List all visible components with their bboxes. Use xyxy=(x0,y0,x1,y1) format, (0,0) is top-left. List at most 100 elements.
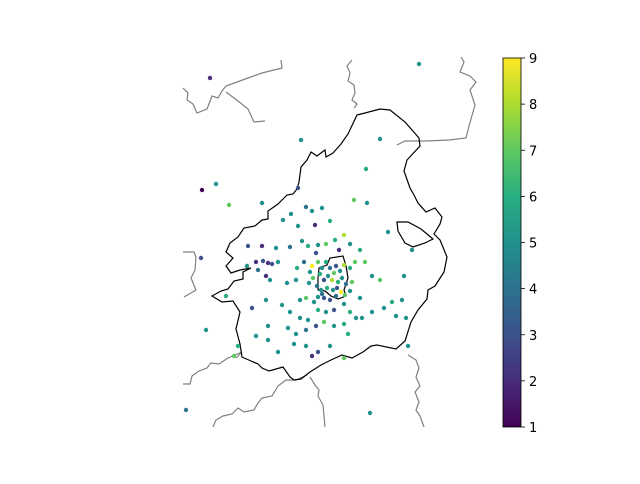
data-point xyxy=(362,259,368,265)
boundary-northeast xyxy=(396,56,477,146)
data-point xyxy=(347,309,353,315)
data-point xyxy=(318,287,324,293)
data-point xyxy=(403,315,409,321)
data-point xyxy=(335,279,341,285)
boundary-south-west xyxy=(212,374,308,428)
data-point xyxy=(338,289,344,295)
data-point xyxy=(329,277,335,283)
boundary-south-east xyxy=(407,354,425,428)
data-point xyxy=(337,268,343,274)
boundary-north-west-branch xyxy=(225,91,266,123)
colorbar-tick-label: 2 xyxy=(529,375,537,390)
data-point xyxy=(265,260,271,266)
colorbar-tick-label: 9 xyxy=(529,52,537,67)
metro-boundary xyxy=(210,108,448,381)
data-point xyxy=(244,263,250,269)
data-point xyxy=(369,309,375,315)
data-point xyxy=(332,237,338,243)
boundary-northwest xyxy=(182,59,283,114)
data-point xyxy=(223,293,229,299)
data-point xyxy=(324,285,330,291)
data-point xyxy=(393,313,399,319)
colorbar-tick-label: 3 xyxy=(529,329,537,344)
data-point xyxy=(263,297,269,303)
data-point xyxy=(213,181,219,187)
colorbar-tick-label: 8 xyxy=(529,98,537,113)
data-point xyxy=(331,270,337,276)
data-point xyxy=(342,292,348,298)
data-point xyxy=(339,275,345,281)
data-point xyxy=(377,277,383,283)
data-point xyxy=(315,242,321,248)
data-point xyxy=(343,281,349,287)
outer-boundaries xyxy=(182,56,477,428)
colorbar-ticks: 1 2 3 4 5 6 7 8 9 xyxy=(521,52,537,436)
data-point xyxy=(275,259,281,265)
data-point xyxy=(294,265,300,271)
data-point xyxy=(245,243,251,249)
data-point xyxy=(253,333,259,339)
data-point xyxy=(279,302,285,308)
data-point xyxy=(377,136,383,142)
scatter-points xyxy=(183,61,422,416)
data-point xyxy=(333,293,339,299)
data-point xyxy=(347,265,353,271)
data-point xyxy=(295,185,301,191)
data-point xyxy=(314,283,320,289)
data-point xyxy=(369,273,375,279)
data-point xyxy=(323,259,329,265)
data-point xyxy=(263,273,269,279)
data-point xyxy=(305,243,311,249)
data-point xyxy=(327,297,333,303)
data-point xyxy=(299,238,305,244)
data-point xyxy=(287,244,293,250)
data-point xyxy=(352,259,358,265)
data-point xyxy=(345,331,351,337)
data-point xyxy=(357,295,363,301)
data-point xyxy=(309,208,315,214)
colorbar-tick-label: 5 xyxy=(529,237,537,252)
data-point xyxy=(291,341,297,347)
data-point xyxy=(331,307,337,313)
data-point xyxy=(311,299,317,305)
boundary-north-center xyxy=(346,59,358,109)
data-point xyxy=(327,343,333,349)
data-point xyxy=(273,245,279,251)
data-point xyxy=(203,327,209,333)
data-point xyxy=(287,309,293,315)
data-point xyxy=(253,259,259,265)
data-point xyxy=(295,223,301,229)
data-point xyxy=(269,261,275,267)
data-point xyxy=(310,275,316,281)
data-point xyxy=(259,200,265,206)
data-point xyxy=(325,273,331,279)
data-point xyxy=(363,166,369,172)
data-point xyxy=(319,291,325,297)
boundary-west-upper xyxy=(183,251,197,298)
data-point xyxy=(347,241,353,247)
data-point xyxy=(416,61,422,67)
data-point xyxy=(333,263,339,269)
colorbar-tick-label: 7 xyxy=(529,144,537,159)
data-point xyxy=(298,137,304,143)
data-point xyxy=(321,319,327,325)
data-point xyxy=(303,295,309,301)
data-point xyxy=(307,269,313,275)
data-point xyxy=(199,187,205,193)
data-point xyxy=(353,315,359,321)
data-point xyxy=(259,243,265,249)
data-point xyxy=(334,285,340,291)
data-point xyxy=(293,277,299,283)
data-point xyxy=(312,222,318,228)
data-point xyxy=(336,247,342,253)
data-point xyxy=(321,277,327,283)
data-point xyxy=(313,250,319,256)
data-point xyxy=(288,211,294,217)
data-point xyxy=(385,229,391,235)
colorbar-gradient xyxy=(503,58,521,427)
data-point xyxy=(183,407,189,413)
data-point xyxy=(405,343,411,349)
data-point xyxy=(303,327,309,333)
